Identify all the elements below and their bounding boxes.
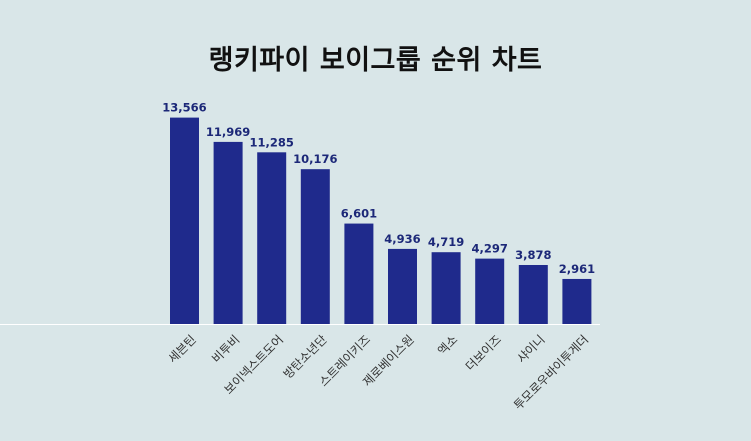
bar-10: [562, 278, 592, 324]
bar-4: [300, 169, 330, 324]
bar-value-label: 3,878: [515, 248, 551, 262]
x-tick-label: 엑소: [435, 332, 461, 358]
bar-6: [388, 248, 417, 324]
bar-3: [257, 152, 287, 324]
bar-value-label: 4,936: [384, 232, 420, 246]
bar-value-label: 13,566: [162, 101, 206, 115]
x-tick-label: 세븐틴: [166, 332, 199, 365]
bars-layer: [170, 117, 592, 324]
bar-7: [431, 252, 461, 324]
x-tick-label: 비투비: [209, 332, 242, 365]
bar-value-label: 4,297: [472, 242, 508, 256]
bar-value-label: 10,176: [293, 152, 337, 166]
bar-value-label: 4,719: [428, 235, 464, 249]
x-tick-label: 투모로우바이투게더: [511, 332, 591, 412]
bar-2: [213, 141, 243, 324]
bar-9: [518, 264, 548, 324]
bar-8: [475, 258, 505, 324]
x-tick-label: 샤이니: [514, 332, 547, 365]
bar-5: [344, 223, 374, 324]
bar-value-label: 11,285: [250, 135, 294, 149]
chart-title: 랭키파이 보이그룹 순위 차트: [208, 45, 543, 76]
bar-value-label: 11,969: [206, 125, 250, 139]
bar-value-label: 2,961: [559, 262, 595, 276]
x-tick-label: 더보이즈: [463, 332, 504, 373]
bar-value-label: 6,601: [341, 207, 377, 221]
bar-1: [170, 117, 199, 324]
